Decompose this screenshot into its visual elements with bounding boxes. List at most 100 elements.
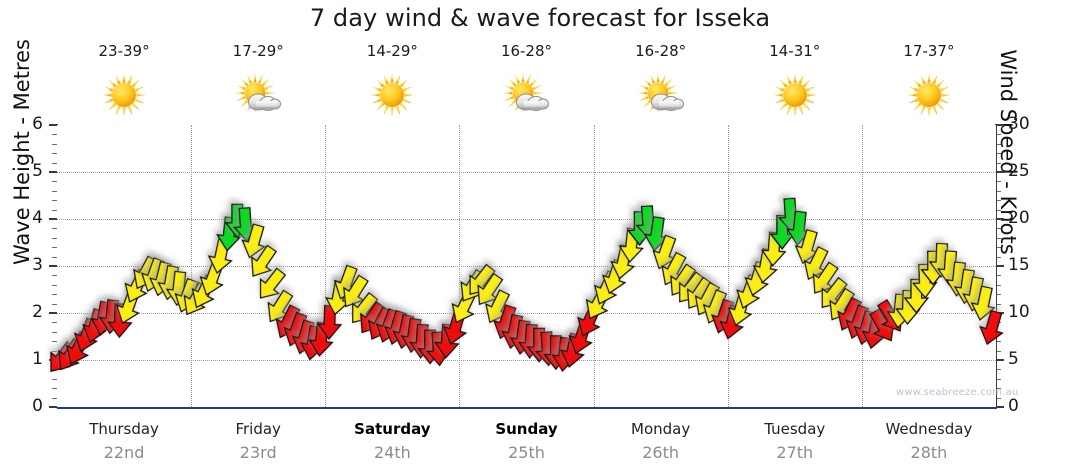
axis-tick-minor (52, 350, 58, 352)
axis-tick-major (995, 406, 1004, 408)
bottom-axis-line (57, 407, 997, 409)
axis-tick-minor (52, 284, 58, 286)
gridline-h (57, 266, 996, 267)
left-axis-tick-label: 3 (32, 255, 43, 275)
day-name-label: Wednesday (885, 420, 973, 438)
day-separator (593, 125, 595, 407)
day-separator (325, 125, 327, 407)
axis-tick-minor (52, 378, 58, 380)
axis-tick-minor (995, 200, 1001, 202)
day-name-label: Saturday (354, 420, 431, 438)
axis-tick-major (49, 265, 58, 267)
gridline-h (57, 172, 996, 173)
axis-tick-minor (52, 331, 58, 333)
axis-tick-minor (52, 228, 58, 230)
left-axis-tick-label: 2 (32, 302, 43, 322)
axis-tick-minor (995, 209, 1001, 211)
plot-area (50, 125, 1004, 407)
sun-icon (903, 72, 955, 118)
wind-arrow (979, 309, 1004, 346)
axis-tick-major (995, 171, 1004, 173)
temperature-range: 17-29° (232, 42, 284, 60)
axis-tick-minor (995, 275, 1001, 277)
day-column[interactable]: 23-39° Thursday 22nd (57, 0, 191, 475)
axis-tick-minor (52, 237, 58, 239)
axis-tick-minor (995, 134, 1001, 136)
axis-tick-major (49, 312, 58, 314)
gridline-h (57, 219, 996, 220)
day-column[interactable]: 16-28° Sunday 25th (459, 0, 593, 475)
temperature-range: 17-37° (903, 42, 955, 60)
axis-tick-minor (995, 181, 1001, 183)
axis-tick-major (49, 406, 58, 408)
left-axis-tick-label: 6 (32, 114, 43, 134)
day-name-label: Thursday (89, 420, 159, 438)
right-axis-tick-label: 5 (1008, 349, 1019, 369)
temperature-range: 14-29° (366, 42, 418, 60)
axis-tick-minor (995, 190, 1001, 192)
axis-tick-minor (995, 237, 1001, 239)
day-date-label: 26th (642, 443, 680, 462)
temperature-range: 16-28° (635, 42, 687, 60)
sun-behind-cloud-icon (500, 72, 552, 118)
right-axis-line (995, 125, 997, 408)
right-axis-tick-label: 15 (1008, 255, 1030, 275)
axis-tick-minor (52, 256, 58, 258)
axis-tick-major (995, 265, 1004, 267)
watermark: www.seabreeze.com.au (896, 387, 1019, 398)
axis-tick-minor (52, 162, 58, 164)
axis-tick-minor (52, 190, 58, 192)
axis-tick-minor (52, 275, 58, 277)
axis-tick-minor (995, 162, 1001, 164)
axis-tick-major (49, 124, 58, 126)
axis-tick-minor (52, 247, 58, 249)
sun-icon (769, 72, 821, 118)
axis-tick-minor (52, 294, 58, 296)
axis-tick-minor (995, 378, 1001, 380)
wind-arrow (106, 303, 133, 339)
sun-behind-cloud-icon (232, 72, 284, 118)
right-axis-tick-label: 0 (1008, 396, 1019, 416)
axis-tick-minor (995, 369, 1001, 371)
axis-tick-minor (52, 322, 58, 324)
sun-icon (366, 72, 418, 118)
wind-arrow (241, 223, 267, 259)
day-column[interactable]: 16-28° Monday 26th (594, 0, 728, 475)
axis-tick-minor (52, 209, 58, 211)
axis-tick-minor (52, 303, 58, 305)
axis-tick-minor (52, 397, 58, 399)
wind-arrow (251, 244, 278, 277)
temperature-range: 16-28° (500, 42, 553, 60)
axis-tick-minor (995, 294, 1001, 296)
right-axis-tick-label: 10 (1008, 302, 1030, 322)
axis-tick-minor (995, 228, 1001, 230)
day-date-label: 22nd (103, 443, 145, 462)
day-column[interactable]: 14-31° Tuesday 27th (728, 0, 862, 475)
axis-tick-minor (995, 397, 1001, 399)
left-axis-tick-label: 0 (32, 396, 43, 416)
axis-tick-minor (995, 143, 1001, 145)
axis-tick-minor (995, 350, 1001, 352)
axis-tick-minor (995, 153, 1001, 155)
axis-tick-minor (52, 181, 58, 183)
axis-tick-minor (52, 341, 58, 343)
gridline-h (57, 313, 996, 314)
day-separator (861, 125, 863, 407)
sun-behind-cloud-icon (635, 72, 687, 118)
wind-arrow (903, 278, 930, 314)
wind-arrow (343, 274, 369, 308)
axis-tick-major (995, 124, 1004, 126)
day-column[interactable]: 17-29° Friday 23rd (191, 0, 325, 475)
day-name-label: Friday (235, 420, 281, 438)
day-name-label: Monday (631, 420, 691, 438)
left-axis-tick-label: 5 (32, 161, 43, 181)
day-column[interactable]: 14-29° Saturday 24th (325, 0, 459, 475)
day-column[interactable]: 17-37° Wednesday 28th (862, 0, 996, 475)
axis-tick-major (49, 171, 58, 173)
temperature-range: 23-39° (98, 42, 150, 60)
day-separator (459, 125, 461, 407)
day-name-label: Tuesday (764, 420, 826, 438)
axis-tick-minor (52, 153, 58, 155)
temperature-range: 14-31° (769, 42, 821, 60)
